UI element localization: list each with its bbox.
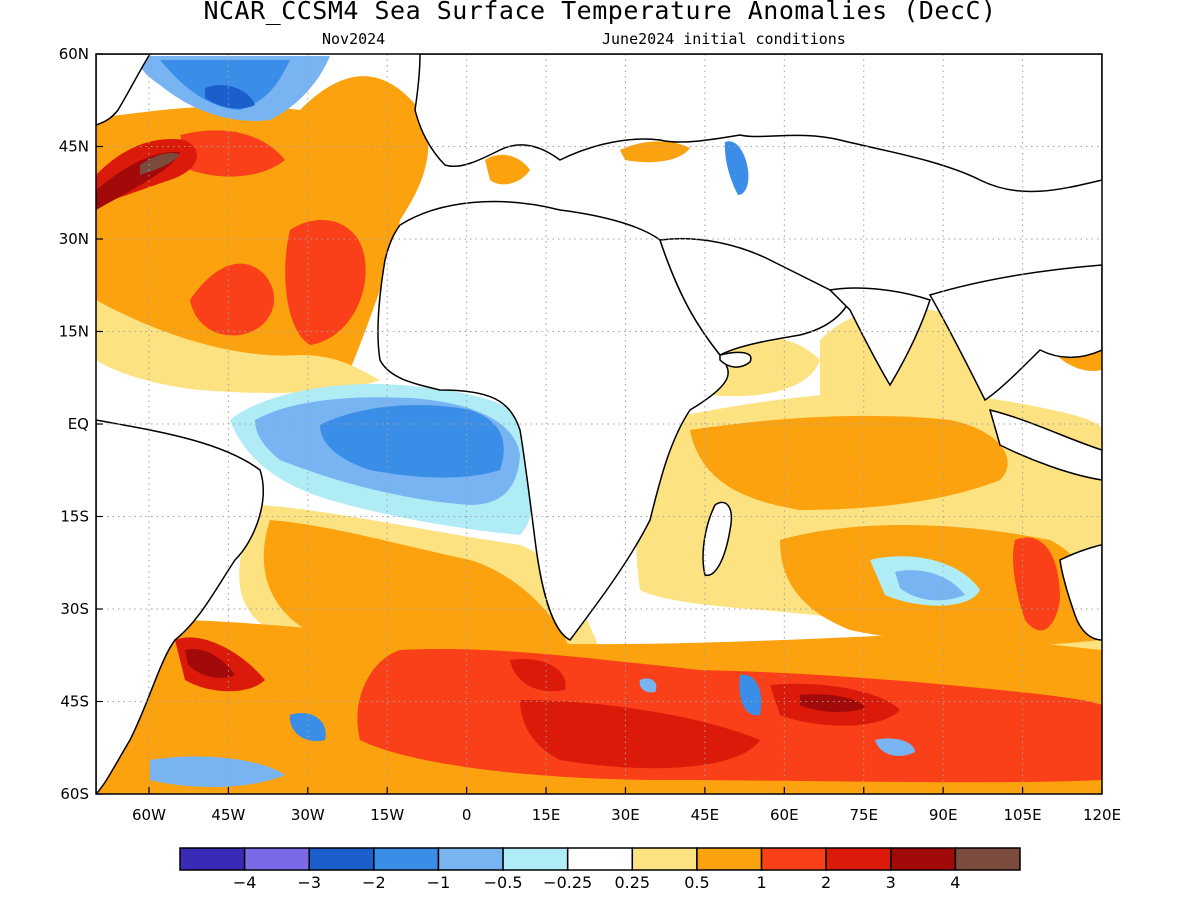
landmass-south-america — [96, 419, 264, 794]
lon-label: 105E — [1004, 806, 1042, 824]
colorbar-swatch — [566, 847, 634, 871]
anomaly-west-australia-warm — [1013, 537, 1060, 631]
lon-label: 30E — [611, 806, 640, 824]
lon-label: 15E — [532, 806, 561, 824]
colorbar — [179, 847, 1021, 871]
colorbar-swatch — [631, 847, 698, 871]
landmass-north-america — [96, 54, 151, 126]
anomaly-gulf-stream-max — [140, 153, 180, 175]
axis-ticks — [96, 53, 1103, 795]
anomaly-south-atlantic-warm — [263, 520, 570, 652]
forecast-month: Nov2024 — [322, 30, 386, 48]
lon-label: 45W — [211, 806, 245, 824]
lon-label: 75E — [849, 806, 878, 824]
graticule — [96, 54, 1102, 794]
colorbar-label: −2 — [362, 873, 386, 892]
longitude-labels: 60W 45W 30W 15W 0 15E 30E 45E 60E 75E 90E 105E 120E — [132, 806, 1121, 824]
anomaly-patch-cold-1 — [289, 712, 326, 742]
colorbar-swatch — [760, 847, 827, 871]
lon-label: 120E — [1083, 806, 1121, 824]
colorbar-swatch — [502, 847, 569, 871]
anomaly-north-atlantic-mild — [96, 300, 380, 393]
lat-label: 30N — [59, 230, 89, 248]
lat-label: 45N — [59, 138, 89, 156]
initial-conditions-label: June2024 initial conditions — [602, 30, 846, 48]
colorbar-swatch — [373, 847, 440, 871]
anomaly-patch-cold-2 — [739, 674, 762, 716]
colorbar-swatch — [437, 847, 504, 871]
colorbar-swatch — [179, 847, 246, 871]
lon-label: 30W — [291, 806, 325, 824]
colorbar-label: −3 — [297, 873, 321, 892]
lon-label: 45E — [691, 806, 720, 824]
lat-label: 45S — [60, 693, 89, 711]
anomaly-southern-ocean-core-3 — [800, 694, 865, 712]
lat-label: 60S — [60, 785, 89, 803]
colorbar-label: −0.5 — [484, 873, 523, 892]
lat-label: 30S — [60, 600, 89, 618]
anomaly-indian-ocean-warm — [690, 415, 1008, 510]
lat-label: 60N — [59, 45, 89, 63]
colorbar-swatch — [243, 847, 310, 871]
anomaly-southern-ocean-core-4 — [510, 658, 566, 692]
anomaly-eq-atlantic-cold — [320, 405, 504, 478]
colorbar-label: 2 — [821, 873, 831, 892]
colorbar-swatch — [696, 847, 763, 871]
landmass-africa — [377, 200, 729, 641]
colorbar-label: 4 — [950, 873, 960, 892]
anomaly-south-indian-cold — [895, 570, 965, 601]
anomaly-subpolar-cold — [160, 60, 290, 110]
anomaly-north-atlantic-strong — [190, 263, 275, 336]
colorbar-label: −0.25 — [543, 873, 592, 892]
lat-label: 15N — [59, 323, 89, 341]
lon-label: 90E — [929, 806, 958, 824]
lat-label: EQ — [68, 415, 89, 433]
anomaly-north-atlantic-strong-3 — [180, 130, 285, 177]
landmass-madagascar — [702, 501, 732, 576]
colorbar-swatch — [825, 847, 892, 871]
lon-label: 60E — [770, 806, 799, 824]
anomaly-mediterranean — [485, 154, 530, 185]
anomaly-field — [96, 56, 1102, 794]
colorbar-label: −4 — [233, 873, 257, 892]
anomaly-black-sea — [620, 141, 690, 163]
colorbar-swatch — [308, 847, 375, 871]
anomaly-patch-cold-4 — [150, 756, 285, 787]
lon-label: 0 — [462, 806, 472, 824]
colorbar-label: 0.5 — [684, 873, 709, 892]
colorbar-labels: −4 −3 −2 −1 −0.5 −0.25 0.25 0.5 1 2 3 4 — [233, 873, 961, 892]
landmass-middle-east — [658, 237, 852, 356]
lon-label: 60W — [132, 806, 166, 824]
anomaly-north-atlantic-strong-2 — [285, 220, 366, 345]
anomaly-subpolar-core — [205, 85, 255, 109]
lon-label: 15W — [370, 806, 404, 824]
landmass-southeast-asia — [928, 264, 1102, 402]
land — [96, 54, 1102, 794]
map-title: NCAR_CCSM4 Sea Surface Temperature Anoma… — [203, 0, 997, 25]
landmass-australia — [1059, 544, 1102, 641]
landmass-arabia-horn — [719, 351, 752, 368]
latitude-labels: 60N 45N 30N 15N EQ 15S 30S 45S 60S — [59, 45, 89, 803]
lat-label: 15S — [60, 508, 89, 526]
colorbar-swatch — [954, 847, 1021, 871]
anomaly-patch-cold-5 — [639, 678, 657, 693]
landmass-europe — [414, 54, 1102, 193]
landmass-india — [828, 287, 931, 387]
anomaly-brazil-malvinas-core — [185, 649, 235, 679]
landmass-indonesia — [988, 408, 1102, 481]
anomaly-southern-ocean-core — [520, 700, 760, 769]
colorbar-label: 1 — [756, 873, 766, 892]
colorbar-label: 3 — [886, 873, 896, 892]
colorbar-swatch — [890, 847, 957, 871]
anomaly-caspian-sea — [724, 141, 749, 195]
colorbar-label: −1 — [427, 873, 451, 892]
anomaly-patch-cold-3 — [875, 738, 915, 756]
colorbar-label: 0.25 — [614, 873, 650, 892]
